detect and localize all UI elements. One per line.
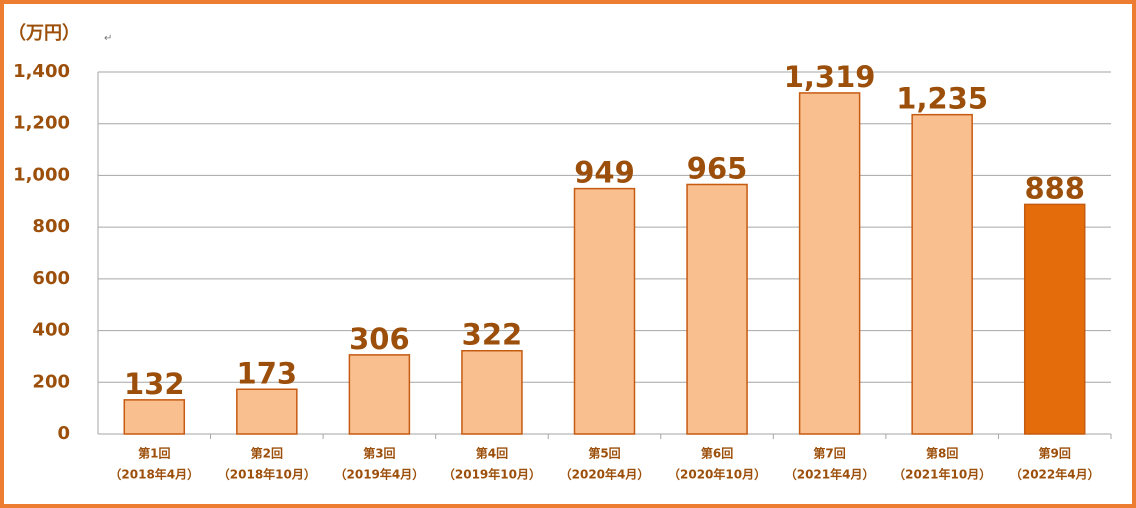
y-tick-label: 0 bbox=[57, 423, 70, 444]
x-tick-label: 第1回 bbox=[138, 446, 170, 461]
x-tick-label: 第3回 bbox=[363, 446, 395, 461]
x-tick-label: （2019年10月） bbox=[443, 467, 541, 482]
value-label: 132 bbox=[124, 367, 185, 401]
value-label: 888 bbox=[1024, 171, 1085, 205]
x-tick-label: 第8回 bbox=[926, 446, 958, 461]
bar bbox=[461, 349, 523, 435]
bar bbox=[1023, 203, 1086, 435]
bar bbox=[236, 388, 298, 435]
bar bbox=[911, 113, 973, 435]
y-tick-label: 200 bbox=[32, 371, 70, 392]
bar bbox=[798, 92, 861, 435]
x-tick-label: 第7回 bbox=[813, 446, 845, 461]
y-tick-label: 1,000 bbox=[13, 164, 70, 185]
y-tick-label: 800 bbox=[32, 216, 70, 237]
bar bbox=[686, 183, 748, 435]
x-tick-label: （2021年10月） bbox=[893, 467, 991, 482]
value-label: 1,319 bbox=[784, 60, 876, 94]
y-tick-label: 1,400 bbox=[13, 61, 70, 82]
x-tick-label: 第5回 bbox=[588, 446, 620, 461]
x-tick-label: 第6回 bbox=[701, 446, 733, 461]
x-tick-label: 第4回 bbox=[476, 446, 508, 461]
y-tick-label: 400 bbox=[32, 320, 70, 341]
value-label: 173 bbox=[237, 356, 298, 390]
bar bbox=[573, 187, 636, 435]
x-tick-label: （2021年4月） bbox=[785, 467, 875, 482]
y-tick-label: 1,200 bbox=[13, 113, 70, 134]
annotation: ↵ bbox=[104, 33, 112, 44]
x-tick-label: 第2回 bbox=[251, 446, 283, 461]
bar bbox=[348, 354, 411, 435]
x-tick-label: （2020年10月） bbox=[668, 467, 766, 482]
y-axis-label: （万円） bbox=[8, 23, 80, 44]
x-tick-label: （2018年4月） bbox=[109, 467, 199, 482]
bar bbox=[123, 399, 186, 435]
value-label: 949 bbox=[574, 156, 635, 190]
value-label: 965 bbox=[687, 151, 748, 185]
x-tick-label: （2022年4月） bbox=[1010, 467, 1100, 482]
x-tick-label: （2019年4月） bbox=[335, 467, 425, 482]
y-tick-label: 600 bbox=[32, 268, 70, 289]
value-label: 1,235 bbox=[896, 82, 988, 116]
value-label: 322 bbox=[462, 318, 523, 352]
value-label: 306 bbox=[349, 322, 410, 356]
x-tick-label: 第9回 bbox=[1039, 446, 1071, 461]
x-tick-label: （2020年4月） bbox=[560, 467, 650, 482]
x-tick-label: （2018年10月） bbox=[218, 467, 316, 482]
